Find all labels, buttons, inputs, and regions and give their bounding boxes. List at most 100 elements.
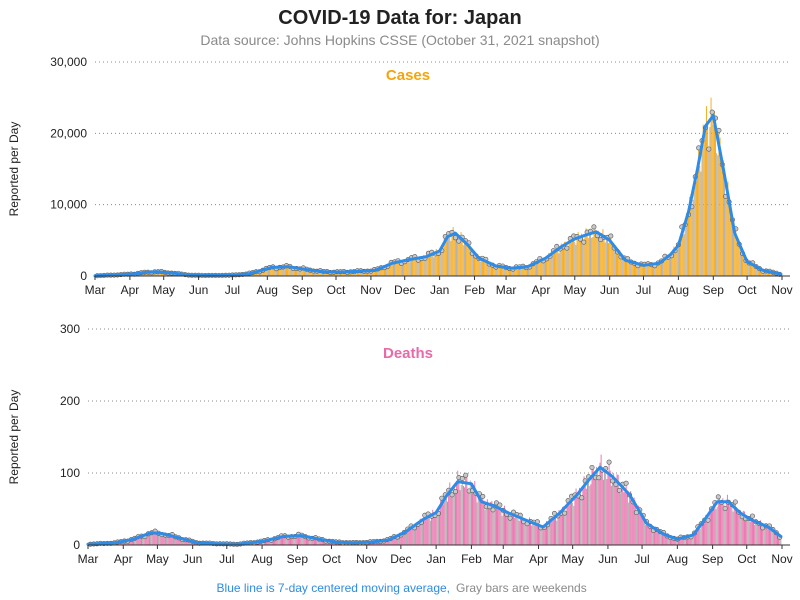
deaths-daily-bar: [511, 510, 513, 545]
deaths-daily-bar: [318, 538, 320, 545]
deaths-daily-bar: [466, 474, 468, 545]
chart-title: COVID-19 Data for: Japan: [278, 7, 521, 29]
cases-daily-bar: [477, 253, 479, 276]
cases-daily-bar: [659, 261, 661, 276]
deaths-daily-bar: [443, 501, 445, 545]
deaths-daily-bar: [608, 462, 610, 545]
deaths-daily-bar: [620, 493, 621, 545]
deaths-daily-bar: [474, 480, 476, 545]
cases-daily-bar: [593, 226, 595, 276]
deaths-daily-bar: [705, 514, 707, 545]
cases-daily-bar: [701, 140, 703, 276]
cases-daily-marker: [709, 109, 715, 115]
deaths-daily-bar: [262, 541, 264, 545]
cases-daily-bar: [637, 265, 639, 276]
deaths-daily-marker: [579, 495, 585, 501]
deaths-y-tick-label: 200: [60, 394, 80, 408]
deaths-daily-bar: [416, 522, 418, 545]
cases-daily-bar: [280, 267, 282, 276]
deaths-daily-bar: [703, 522, 704, 545]
cases-daily-bar: [506, 266, 508, 276]
cases-y-axis-label: Reported per Day: [7, 122, 21, 217]
cases-daily-bar: [374, 270, 376, 276]
cases-daily-bar: [522, 266, 524, 276]
deaths-daily-bar: [582, 489, 584, 545]
cases-daily-bar: [545, 258, 546, 276]
deaths-daily-bar: [764, 523, 766, 545]
cases-daily-marker: [591, 224, 597, 230]
deaths-daily-bar: [666, 535, 668, 545]
cases-daily-bar: [541, 261, 543, 276]
cases-daily-bar: [560, 243, 562, 276]
deaths-daily-bar: [647, 521, 649, 545]
deaths-daily-bar: [291, 536, 293, 545]
cases-daily-bar: [552, 250, 554, 276]
deaths-daily-bar: [713, 504, 715, 545]
deaths-daily-bar: [395, 536, 397, 545]
cases-daily-bar: [409, 260, 411, 276]
deaths-daily-bar: [655, 526, 657, 545]
deaths-daily-bar: [510, 516, 512, 545]
cases-daily-bar: [566, 248, 568, 276]
cases-daily-bar: [497, 265, 499, 276]
chart-subtitle: Data source: Johns Hopkins CSSE (October…: [200, 32, 599, 48]
deaths-daily-marker: [623, 480, 629, 486]
cases-daily-bar: [263, 269, 265, 276]
deaths-daily-bar: [630, 491, 632, 545]
deaths-daily-bar: [701, 520, 703, 545]
cases-daily-bar: [496, 267, 498, 276]
deaths-x-tick-label: Aug: [251, 552, 272, 566]
cases-daily-bar: [414, 256, 416, 276]
deaths-daily-bar: [665, 536, 667, 545]
cases-daily-bar: [300, 269, 302, 276]
cases-daily-bar: [725, 196, 727, 276]
deaths-daily-bar: [288, 535, 290, 545]
deaths-daily-bar: [503, 505, 505, 545]
deaths-daily-bar: [559, 512, 561, 545]
deaths-daily-bar: [286, 537, 288, 545]
deaths-daily-bar: [294, 536, 296, 545]
deaths-daily-bar: [716, 506, 718, 545]
deaths-daily-bar: [515, 516, 517, 545]
deaths-daily-bar: [706, 516, 708, 545]
deaths-daily-bar: [407, 529, 409, 545]
cases-daily-bar: [750, 264, 751, 276]
cases-daily-bar: [415, 256, 417, 276]
cases-x-tick-label: Dec: [394, 283, 415, 297]
cases-daily-bar: [728, 201, 730, 276]
deaths-daily-bar: [632, 501, 634, 545]
deaths-daily-bar: [538, 523, 539, 545]
deaths-daily-bar: [267, 539, 269, 545]
deaths-daily-bar: [319, 539, 321, 545]
cases-daily-bar: [729, 213, 731, 276]
deaths-daily-bar: [535, 525, 537, 545]
cases-daily-bar: [261, 269, 263, 276]
cases-daily-bar: [272, 266, 274, 276]
cases-daily-bar: [646, 266, 648, 276]
cases-daily-bar: [514, 266, 516, 276]
deaths-daily-bar: [740, 515, 742, 545]
deaths-daily-marker: [490, 507, 496, 513]
deaths-x-tick-label: Sep: [287, 552, 309, 566]
deaths-daily-bar: [564, 513, 566, 545]
cases-daily-bar: [287, 266, 289, 276]
cases-daily-bar: [530, 264, 532, 276]
cases-daily-bar: [602, 229, 604, 276]
cases-daily-bar: [447, 238, 448, 276]
deaths-daily-bar: [633, 497, 635, 545]
deaths-daily-bar: [547, 524, 549, 545]
deaths-daily-bar: [303, 537, 305, 545]
cases-daily-bar: [575, 244, 577, 276]
cases-daily-bar: [685, 215, 687, 276]
deaths-daily-bar: [682, 538, 684, 545]
deaths-daily-bar: [530, 521, 532, 545]
cases-daily-bar: [751, 263, 753, 276]
cases-daily-bar: [307, 269, 309, 276]
deaths-daily-bar: [402, 531, 404, 545]
deaths-daily-bar: [712, 510, 714, 545]
deaths-daily-bar: [652, 530, 654, 545]
deaths-daily-bar: [400, 534, 402, 545]
deaths-daily-bar: [729, 506, 731, 545]
cases-daily-bar: [627, 258, 629, 276]
cases-daily-bar: [443, 238, 445, 276]
